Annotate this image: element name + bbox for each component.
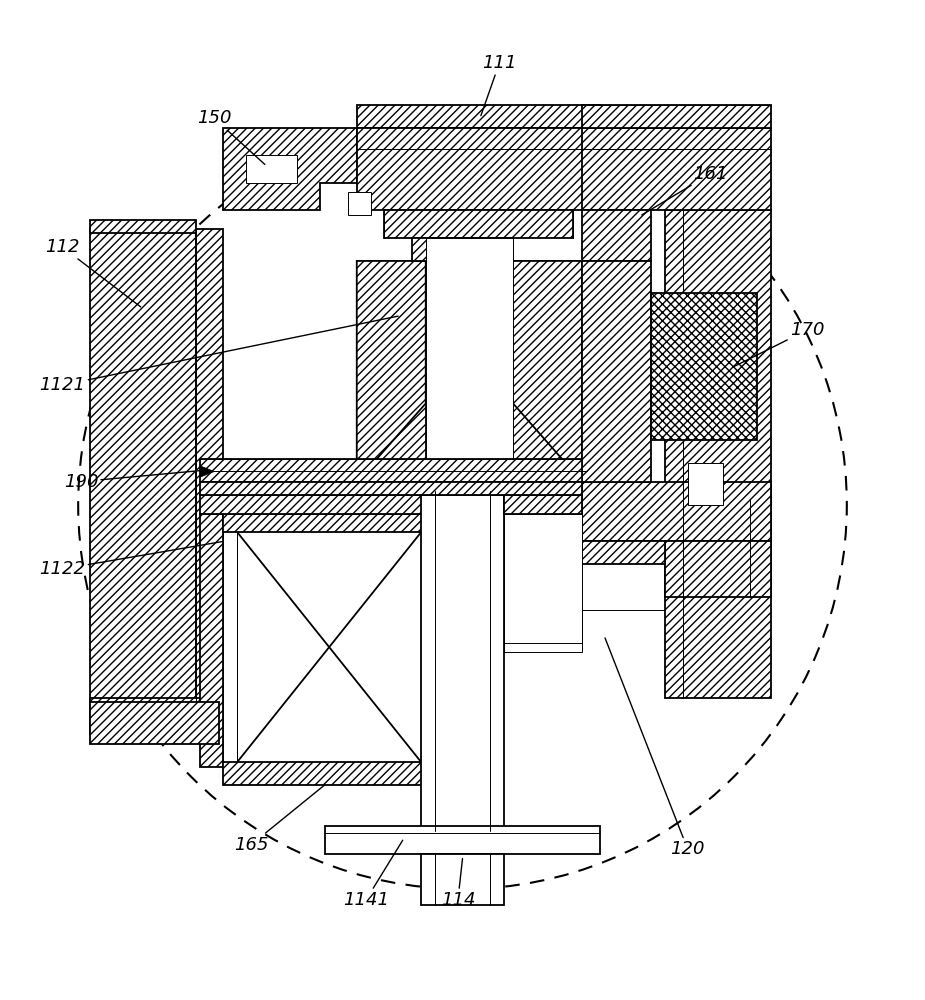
Bar bbox=[582, 105, 771, 128]
Bar bbox=[421, 854, 504, 905]
Bar bbox=[90, 702, 219, 744]
Bar bbox=[224, 514, 430, 532]
Text: 114: 114 bbox=[440, 859, 475, 909]
Text: 1122: 1122 bbox=[40, 541, 224, 578]
Bar bbox=[688, 463, 722, 505]
Bar bbox=[90, 698, 224, 734]
Bar bbox=[504, 514, 582, 652]
Bar bbox=[421, 491, 504, 831]
Text: 161: 161 bbox=[642, 165, 728, 215]
Bar bbox=[201, 514, 224, 767]
Bar bbox=[504, 491, 582, 514]
Polygon shape bbox=[357, 261, 426, 482]
Bar bbox=[357, 105, 600, 128]
Bar bbox=[325, 826, 600, 854]
Bar bbox=[426, 238, 513, 482]
Text: 1141: 1141 bbox=[343, 840, 402, 909]
Bar bbox=[90, 220, 196, 233]
Bar bbox=[582, 210, 651, 261]
Bar bbox=[196, 229, 224, 702]
Bar bbox=[665, 210, 771, 698]
Bar bbox=[421, 514, 435, 762]
Bar bbox=[582, 261, 651, 482]
Bar bbox=[246, 155, 297, 183]
Bar bbox=[201, 495, 582, 514]
Bar bbox=[201, 482, 582, 495]
Text: 170: 170 bbox=[734, 321, 824, 367]
Polygon shape bbox=[513, 261, 582, 482]
Polygon shape bbox=[224, 128, 357, 210]
Bar bbox=[582, 541, 665, 564]
Bar bbox=[582, 482, 771, 541]
Polygon shape bbox=[201, 466, 215, 477]
Text: 112: 112 bbox=[45, 238, 141, 307]
Bar bbox=[201, 459, 582, 482]
Text: 1121: 1121 bbox=[40, 316, 398, 394]
Bar bbox=[582, 128, 771, 210]
Bar bbox=[651, 293, 757, 440]
Bar bbox=[513, 261, 582, 482]
Text: 111: 111 bbox=[481, 54, 516, 116]
Bar bbox=[224, 762, 430, 785]
Bar bbox=[385, 210, 573, 238]
Bar bbox=[348, 192, 371, 215]
Bar bbox=[357, 128, 600, 210]
Bar bbox=[224, 514, 237, 762]
Text: 150: 150 bbox=[197, 109, 265, 164]
Bar bbox=[357, 261, 426, 482]
Text: 120: 120 bbox=[605, 638, 705, 858]
Bar bbox=[90, 229, 196, 702]
Text: 190: 190 bbox=[64, 471, 201, 491]
Bar bbox=[412, 238, 513, 261]
Text: 165: 165 bbox=[234, 785, 325, 854]
Bar bbox=[665, 541, 771, 597]
